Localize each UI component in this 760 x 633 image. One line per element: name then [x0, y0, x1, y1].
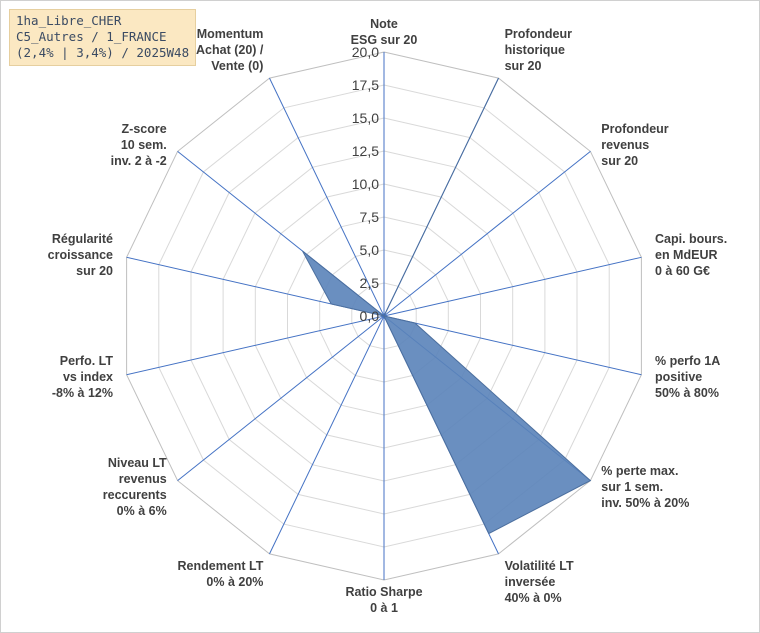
- axis-label-line: % perfo 1A: [655, 354, 720, 368]
- axis-label-line: reccurents: [103, 488, 167, 502]
- axis-label-line: 0% à 20%: [206, 575, 263, 589]
- axis-label-0: Note ESG sur 20: [351, 17, 418, 47]
- axis-label-line: Momentum: [197, 27, 264, 41]
- axis-label-line: inversée: [505, 575, 556, 589]
- axis-label-5: % perte max. sur 1 sem. inv. 50% à 20%: [601, 464, 689, 510]
- axis-label-12: Z-score 10 sem. inv. 2 à -2: [111, 122, 167, 168]
- axis-label-line: Niveau LT: [108, 456, 167, 470]
- axis-label-line: Note: [370, 17, 398, 31]
- axis-label-line: Capi. bours.: [655, 232, 727, 246]
- axis-label-line: Ratio Sharpe: [345, 585, 422, 599]
- axis-label-line: positive: [655, 370, 702, 384]
- title-line-2: C5_Autres / 1_FRANCE: [16, 29, 167, 44]
- axis-label-line: Z-score: [122, 122, 167, 136]
- axis-label-line: inv. 50% à 20%: [601, 496, 689, 510]
- axis-label-line: % perte max.: [601, 464, 678, 478]
- axis-label-line: Rendement LT: [178, 559, 264, 573]
- title-line-3: (2,4% | 3,4%) / 2025W48: [16, 45, 190, 60]
- axis-label-line: inv. 2 à -2: [111, 154, 167, 168]
- chart-title-box: 1ha_Libre_CHER C5_Autres / 1_FRANCE (2,4…: [9, 9, 197, 66]
- axis-label-line: Vente (0): [211, 59, 263, 73]
- axis-label-11: Régularité croissance sur 20: [48, 232, 113, 278]
- axis-label-line: sur 20: [505, 59, 542, 73]
- axis-label-6: Volatilité LT inversée 40% à 0%: [505, 559, 574, 605]
- spoke-8: [269, 315, 385, 555]
- axis-label-line: Profondeur: [601, 122, 668, 136]
- axis-label-7: Ratio Sharpe 0 à 1: [345, 585, 422, 615]
- tick-label: 10,0: [352, 176, 379, 192]
- axis-label-line: 40% à 0%: [505, 591, 562, 605]
- axis-label-line: Perfo. LT: [60, 354, 114, 368]
- spoke-3: [383, 256, 642, 317]
- axis-label-line: 0 à 1: [370, 601, 398, 615]
- axis-label-line: historique: [505, 43, 565, 57]
- tick-label: 2,5: [360, 275, 380, 291]
- tick-label: 12,5: [352, 143, 379, 159]
- axis-label-4: % perfo 1A positive 50% à 80%: [655, 354, 720, 400]
- spoke-4: [383, 315, 642, 376]
- axis-label-line: Achat (20) /: [196, 43, 264, 57]
- axis-label-13: Momentum Achat (20) / Vente (0): [196, 27, 264, 73]
- tick-label: 20,0: [352, 44, 379, 60]
- axis-label-8: Rendement LT 0% à 20%: [178, 559, 264, 589]
- spoke-10: [126, 315, 385, 376]
- axis-label-2: Profondeur revenus sur 20: [601, 122, 668, 168]
- data-area: [302, 77, 592, 535]
- spoke-13: [269, 77, 385, 317]
- spoke-9: [177, 315, 385, 481]
- title-line-1: 1ha_Libre_CHER: [16, 13, 122, 28]
- axis-label-line: sur 20: [76, 264, 113, 278]
- axis-label-line: vs index: [63, 370, 113, 384]
- axis-label-line: 50% à 80%: [655, 386, 719, 400]
- spoke-2: [383, 151, 591, 317]
- tick-label: 5,0: [360, 242, 380, 258]
- axis-label-line: 10 sem.: [121, 138, 167, 152]
- axis-label-line: Profondeur: [505, 27, 572, 41]
- tick-label: 0,0: [360, 308, 380, 324]
- axis-label-line: croissance: [48, 248, 113, 262]
- tick-label: 17,5: [352, 77, 379, 93]
- axis-label-line: 0% à 6%: [117, 504, 167, 518]
- axis-label-line: revenus: [119, 472, 167, 486]
- axis-label-line: Volatilité LT: [505, 559, 574, 573]
- tick-label: 15,0: [352, 110, 379, 126]
- axis-label-line: 0 à 60 G€: [655, 264, 710, 278]
- axis-label-9: Niveau LT revenus reccurents 0% à 6%: [103, 456, 167, 518]
- axis-label-line: sur 20: [601, 154, 638, 168]
- axis-label-line: ESG sur 20: [351, 33, 418, 47]
- axis-label-line: revenus: [601, 138, 649, 152]
- axis-label-line: en MdEUR: [655, 248, 718, 262]
- axis-label-line: Régularité: [52, 232, 113, 246]
- axis-label-line: -8% à 12%: [52, 386, 113, 400]
- axis-label-line: sur 1 sem.: [601, 480, 663, 494]
- axis-label-3: Capi. bours. en MdEUR 0 à 60 G€: [655, 232, 727, 278]
- axis-label-1: Profondeur historique sur 20: [505, 27, 572, 73]
- tick-label: 7,5: [360, 209, 380, 225]
- axis-label-10: Perfo. LT vs index -8% à 12%: [52, 354, 114, 400]
